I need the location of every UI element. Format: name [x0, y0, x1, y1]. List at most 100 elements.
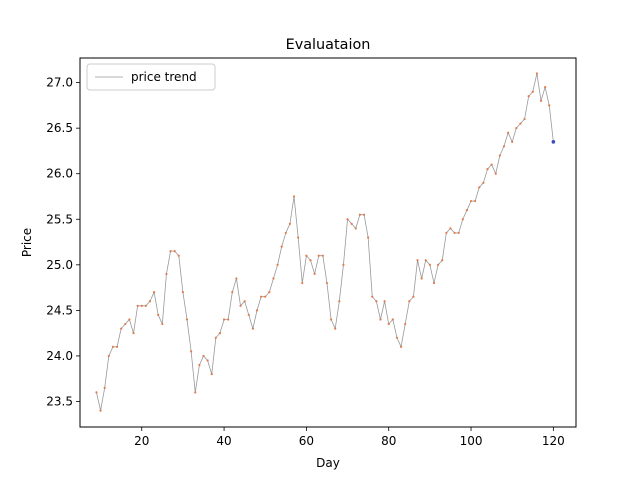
- data-point: [231, 291, 234, 294]
- data-point: [255, 309, 259, 312]
- data-point: [99, 409, 102, 412]
- data-point: [120, 327, 123, 330]
- data-point: [148, 300, 152, 303]
- x-tick-label: 20: [134, 434, 149, 448]
- y-tick-label: 25.5: [46, 212, 73, 226]
- data-point: [379, 318, 382, 321]
- data-point: [272, 277, 275, 280]
- data-point: [544, 86, 547, 89]
- data-point: [210, 373, 213, 376]
- data-point: [391, 318, 394, 321]
- data-point: [247, 313, 250, 317]
- data-point: [437, 263, 440, 266]
- x-tick-label: 100: [460, 434, 483, 448]
- data-point: [325, 281, 329, 285]
- data-point: [276, 263, 279, 266]
- data-point: [111, 345, 115, 348]
- data-point: [185, 318, 189, 321]
- legend-box: [86, 63, 216, 91]
- x-axis-ticks: 20 40 60 80 100 120: [134, 427, 565, 448]
- data-point: [268, 291, 271, 294]
- data-point: [346, 218, 349, 221]
- data-point: [424, 259, 427, 262]
- data-point: [428, 263, 431, 266]
- data-point: [206, 359, 209, 362]
- y-axis-ticks: 23.5 24.0 24.5 25.0 25.5 26.0 26.5 27.0: [46, 76, 80, 408]
- data-point: [301, 281, 304, 285]
- data-point: [317, 254, 320, 257]
- data-point: [412, 295, 415, 298]
- data-point: [214, 336, 217, 339]
- data-point-last: [551, 140, 556, 144]
- y-tick-label: 27.0: [46, 76, 73, 90]
- data-point: [136, 304, 139, 307]
- data-point: [239, 304, 242, 307]
- data-point: [461, 218, 464, 221]
- data-point: [292, 195, 296, 198]
- data-point: [132, 332, 135, 335]
- data-point: [539, 99, 543, 102]
- data-point: [399, 345, 403, 348]
- data-point: [115, 345, 119, 348]
- data-point: [416, 259, 419, 262]
- data-point: [498, 154, 501, 157]
- legend-label-price-trend: price trend: [131, 70, 197, 84]
- data-point: [511, 140, 514, 143]
- data-point: [235, 277, 238, 280]
- y-tick-label: 24.0: [46, 349, 73, 363]
- data-point: [181, 291, 185, 294]
- data-point: [486, 168, 489, 171]
- data-point: [194, 391, 197, 394]
- x-tick-label: 40: [216, 434, 231, 448]
- data-point: [140, 304, 143, 307]
- data-point: [161, 322, 164, 326]
- data-point: [128, 318, 131, 321]
- y-tick-label: 23.5: [46, 394, 73, 408]
- data-point: [350, 222, 353, 225]
- data-point: [354, 227, 357, 230]
- data-point: [284, 231, 287, 235]
- data-point: [449, 227, 452, 230]
- data-point: [515, 127, 518, 130]
- data-point: [218, 332, 222, 335]
- data-point: [469, 199, 473, 203]
- data-point: [157, 313, 160, 317]
- data-point: [465, 209, 469, 212]
- data-point: [297, 236, 300, 239]
- y-tick-label: 24.5: [46, 303, 73, 317]
- data-point: [527, 95, 530, 98]
- data-point: [198, 363, 201, 367]
- data-point: [124, 322, 127, 326]
- data-point: [243, 300, 246, 303]
- data-point: [95, 391, 98, 394]
- data-point: [321, 254, 324, 257]
- data-point: [490, 163, 493, 166]
- data-point: [280, 245, 283, 248]
- data-point: [445, 231, 448, 235]
- data-point: [453, 231, 456, 235]
- data-point: [404, 322, 407, 326]
- y-axis-label: Price: [20, 228, 34, 257]
- data-point: [362, 213, 366, 216]
- data-point: [506, 131, 510, 134]
- plot-layer: [95, 72, 556, 412]
- data-point: [420, 277, 423, 280]
- x-tick-label: 60: [299, 434, 314, 448]
- data-point: [494, 172, 497, 175]
- data-point: [329, 318, 333, 321]
- data-point: [371, 295, 374, 298]
- data-point: [395, 336, 399, 339]
- y-tick-label: 26.5: [46, 121, 73, 135]
- series-line-price-trend: [96, 73, 554, 412]
- data-point: [375, 300, 378, 303]
- data-point: [169, 250, 172, 253]
- data-point: [408, 300, 411, 303]
- y-tick-label: 26.0: [46, 167, 73, 181]
- data-point: [334, 327, 337, 330]
- data-point: [144, 304, 147, 307]
- x-tick-label: 120: [542, 434, 565, 448]
- plot-frame: [79, 57, 577, 428]
- data-point: [502, 145, 506, 148]
- x-axis-label: Day: [316, 456, 340, 470]
